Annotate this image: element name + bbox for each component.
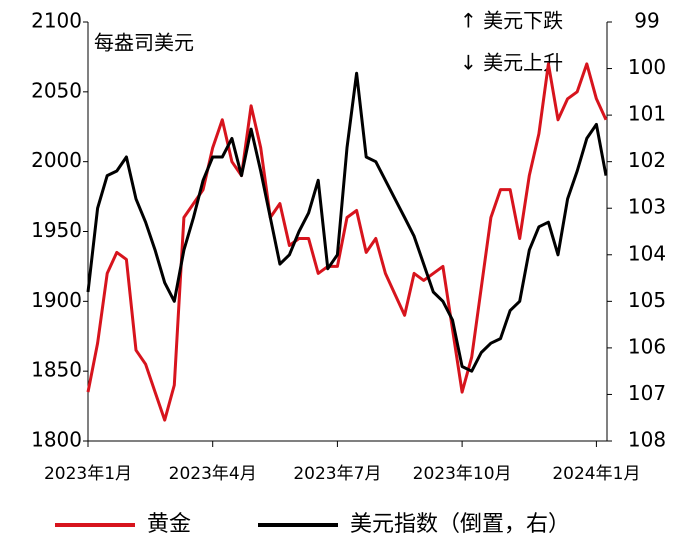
y-tick-label: 1900	[31, 288, 82, 312]
series-line	[86, 71, 608, 373]
y2-tick-label: 104	[628, 241, 666, 265]
y-tick-label: 2100	[31, 9, 82, 33]
y2-tick-label: 102	[628, 148, 666, 172]
x-tick-label: 2024年1月	[552, 464, 640, 484]
y2-tick-label: 99	[634, 9, 659, 33]
series-line	[86, 62, 608, 422]
y2-tick-label: 103	[628, 195, 666, 219]
y-tick-label: 2000	[31, 148, 82, 172]
y-tick-label: 1950	[31, 218, 82, 242]
y2-tick-label: 108	[628, 428, 666, 452]
y2-tick-label: 107	[628, 381, 666, 405]
y2-tick-label: 101	[628, 102, 666, 126]
legend-label: 美元指数（倒置，右）	[350, 512, 570, 537]
unit-label: 每盎司美元	[94, 31, 194, 55]
annotation: ↑ 美元下跌	[460, 9, 563, 33]
legend-label: 黄金	[147, 512, 191, 537]
y2-tick-label: 100	[628, 55, 666, 79]
y-tick-label: 1850	[31, 358, 82, 382]
y-tick-label: 2050	[31, 78, 82, 102]
x-tick-label: 2023年1月	[44, 464, 132, 484]
annotation: ↓ 美元上升	[460, 51, 563, 75]
y2-tick-label: 106	[628, 334, 666, 358]
x-tick-label: 2023年4月	[169, 464, 257, 484]
x-tick-label: 2023年10月	[413, 464, 512, 484]
x-tick-label: 2023年7月	[293, 464, 381, 484]
y-tick-label: 1800	[31, 428, 82, 452]
y2-tick-label: 105	[628, 288, 666, 312]
